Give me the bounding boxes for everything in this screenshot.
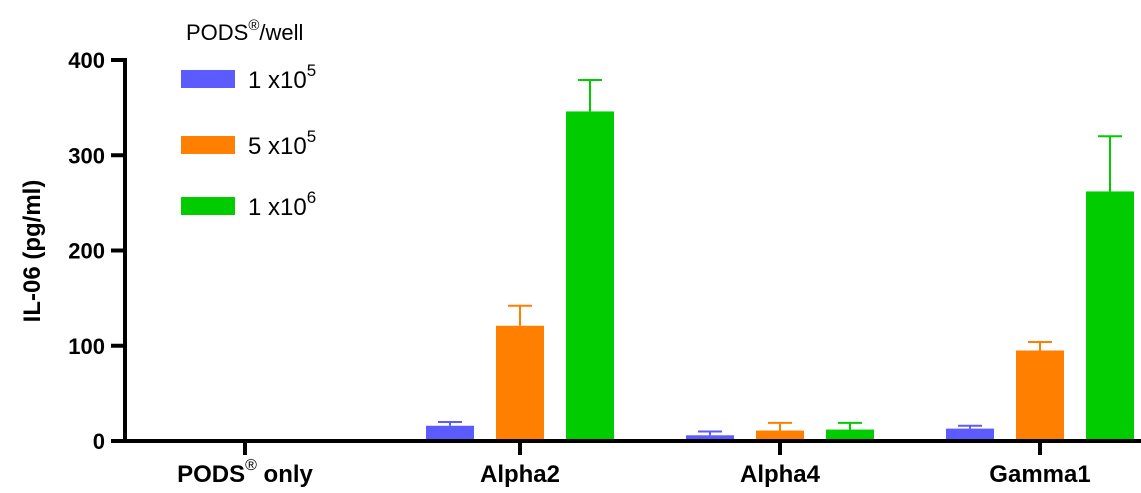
axes-layer: 0 100 200 300 400 PODS® only Alpha2 Alpha4 Gamma… bbox=[19, 48, 1141, 488]
bar-gamma1-series-2 bbox=[1016, 350, 1064, 441]
x-tick-label-gamma1: Gamma1 bbox=[989, 461, 1090, 488]
legend-title: PODS®/well bbox=[186, 17, 303, 45]
y-tick-label-400: 400 bbox=[68, 48, 105, 73]
bar-alpha4-series-1 bbox=[686, 435, 734, 441]
y-tick-label-100: 100 bbox=[68, 334, 105, 359]
y-tick-label-300: 300 bbox=[68, 143, 105, 168]
legend: PODS®/well 1 x105 5 x105 1 x106 bbox=[181, 17, 316, 221]
y-tick-label-200: 200 bbox=[68, 239, 105, 264]
bar-gamma1-series-1 bbox=[946, 428, 994, 441]
bar-alpha2-series-2 bbox=[496, 325, 544, 441]
bar-gamma1-series-3 bbox=[1086, 191, 1134, 441]
bar-alpha2-series-1 bbox=[426, 425, 474, 441]
x-tick-label-pods: PODS® only bbox=[177, 457, 313, 488]
x-tick-label-alpha2: Alpha2 bbox=[480, 461, 560, 488]
bar-alpha4-series-3 bbox=[826, 429, 874, 441]
bars-layer bbox=[426, 79, 1134, 441]
legend-label-series-3: 1 x106 bbox=[248, 188, 316, 221]
legend-label-series-2: 5 x105 bbox=[248, 127, 316, 160]
legend-swatch-series-2 bbox=[181, 136, 235, 154]
x-tick-label-alpha4: Alpha4 bbox=[740, 461, 821, 488]
y-axis-title: IL-06 (pg/ml) bbox=[19, 180, 46, 323]
legend-label-series-1: 1 x105 bbox=[248, 61, 316, 94]
bar-alpha4-series-2 bbox=[756, 430, 804, 441]
legend-swatch-series-1 bbox=[181, 70, 235, 88]
y-tick-label-0: 0 bbox=[93, 429, 105, 454]
bar-alpha2-series-3 bbox=[566, 111, 614, 441]
legend-swatch-series-3 bbox=[181, 197, 235, 215]
